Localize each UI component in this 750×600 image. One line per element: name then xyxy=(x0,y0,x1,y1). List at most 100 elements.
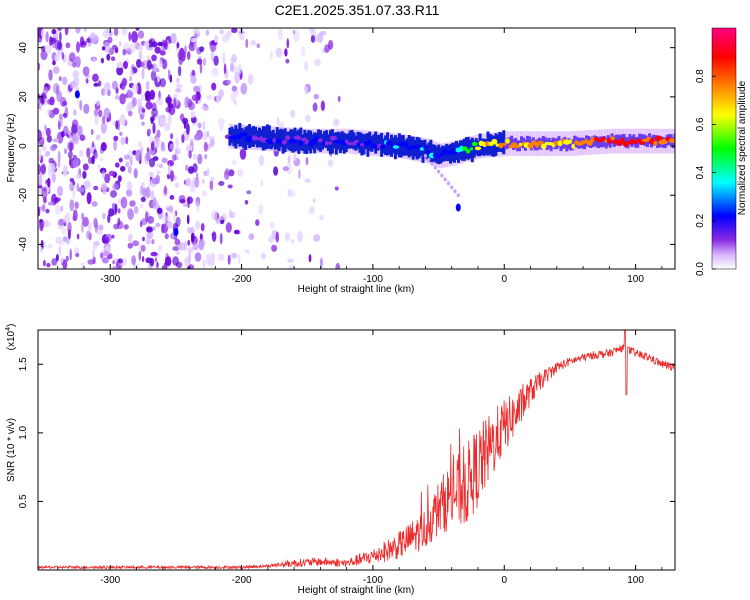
spectrogram-cell xyxy=(384,135,388,155)
snr-x-tick-label: 100 xyxy=(627,575,644,586)
spectrogram-cell xyxy=(273,166,279,176)
spectrogram-cell xyxy=(92,249,95,257)
spectrogram-cell xyxy=(462,146,468,151)
spectrogram-cell xyxy=(172,154,177,162)
spectrogram-cell xyxy=(38,176,43,187)
spectrogram-cell xyxy=(457,143,460,163)
spectrogram-cell xyxy=(135,28,140,31)
spectrogram-cell xyxy=(142,236,145,242)
spectrogram-cell xyxy=(244,200,249,205)
spectrogram-cell xyxy=(129,156,133,167)
spectrogram-cell xyxy=(169,143,175,151)
spectrogram-cell xyxy=(219,29,224,35)
spectrogram-cell xyxy=(154,137,161,147)
spectrogram-cell xyxy=(211,210,218,221)
spectrogram-cell xyxy=(82,163,89,171)
spectrogram-cell xyxy=(62,259,68,269)
spectrogram-cell xyxy=(455,203,461,212)
spectrogram-cell xyxy=(267,125,271,149)
spectrogram-cell xyxy=(240,83,248,95)
spectrogram-cell xyxy=(324,44,330,53)
spectrogram-cell xyxy=(482,138,486,156)
spectrogram-cell xyxy=(67,150,73,159)
spectrogram-cell xyxy=(40,247,43,253)
spectrogram-cell xyxy=(164,233,169,240)
spectrogram-cell xyxy=(92,73,99,83)
spectrogram-cell xyxy=(248,233,255,241)
spectrogram-cell xyxy=(118,157,123,163)
spectrogram-cell xyxy=(102,115,106,124)
spectrogram-y-tick-label: 0 xyxy=(18,143,29,149)
spectrogram-cell xyxy=(129,76,132,82)
spectrogram-cell xyxy=(187,196,190,209)
spectrogram-cell xyxy=(152,122,156,134)
spectrogram-cell xyxy=(169,205,173,214)
spectrogram-cell xyxy=(52,60,56,66)
spectrogram-cell xyxy=(117,217,121,226)
spectrogram-cell xyxy=(225,79,232,85)
spectrogram-cell xyxy=(160,146,166,152)
spectrogram-cell xyxy=(100,121,107,134)
spectrogram-cell xyxy=(388,139,391,155)
spectrogram-cell xyxy=(596,137,600,149)
spectrogram-cell xyxy=(186,123,190,135)
spectrogram-cell xyxy=(158,213,163,220)
spectrogram-cell xyxy=(247,74,254,85)
spectrogram-cell xyxy=(194,133,201,141)
spectrogram-cell xyxy=(159,78,166,88)
spectrogram-cell xyxy=(672,139,675,144)
spectrogram-cell xyxy=(335,262,341,269)
spectrogram-cell xyxy=(120,196,128,209)
spectrogram-cell xyxy=(143,41,150,48)
spectrogram-cell xyxy=(246,190,252,195)
spectrogram-cell xyxy=(646,136,650,148)
spectrogram-cell xyxy=(182,117,189,125)
spectrogram-cell xyxy=(298,140,303,146)
spectrogram-cell xyxy=(71,119,79,130)
spectrogram-cell xyxy=(405,138,409,156)
spectrogram-cell xyxy=(312,198,316,204)
spectrogram-cell xyxy=(123,154,131,160)
snr-x-label: Height of straight line (km) xyxy=(298,585,415,596)
spectrogram-cell xyxy=(72,189,76,199)
spectrogram-cell xyxy=(189,180,196,193)
spectrogram-cell xyxy=(61,76,68,86)
spectrogram-cell xyxy=(586,140,593,146)
spectrogram-cell xyxy=(51,28,57,35)
spectrogram-cell xyxy=(55,253,59,262)
spectrogram-cell xyxy=(152,198,158,210)
spectrogram-cell xyxy=(114,94,120,100)
spectrogram-cell xyxy=(98,109,103,118)
spectrogram-cell xyxy=(129,200,136,207)
spectrogram-cell xyxy=(67,221,72,234)
spectrogram-cell xyxy=(42,86,49,95)
spectrogram-cell xyxy=(83,180,91,189)
spectrogram-cell xyxy=(656,137,659,148)
spectrogram-cell xyxy=(293,135,301,140)
spectrogram-cell xyxy=(308,208,315,215)
spectrogram-cell xyxy=(146,226,153,233)
spectrogram-cell xyxy=(62,100,68,107)
spectrogram-cell xyxy=(137,30,145,39)
spectrogram-cell xyxy=(407,135,411,158)
spectrogram-cell xyxy=(110,56,116,61)
spectrogram-cell xyxy=(177,147,181,155)
spectrogram-cell xyxy=(261,252,266,260)
spectrogram-cell xyxy=(565,140,569,152)
spectrogram-cell xyxy=(101,170,106,179)
spectrogram-cell xyxy=(100,57,105,64)
spectrogram-cell xyxy=(223,63,227,75)
spectrogram-cell xyxy=(301,134,305,151)
spectrogram-cell xyxy=(119,113,126,126)
spectrogram-cell xyxy=(275,127,279,150)
spectrogram-cell xyxy=(64,28,69,36)
spectrogram-cell xyxy=(536,140,544,145)
spectrogram-cell xyxy=(208,253,214,265)
spectrogram-cell xyxy=(231,53,237,63)
spectrogram-cell xyxy=(54,197,61,202)
spectrogram-cell xyxy=(600,136,604,148)
spectrogram-cell xyxy=(99,156,104,163)
spectrogram-cell xyxy=(58,245,62,256)
spectrogram-cell xyxy=(85,78,89,84)
spectrogram-cell xyxy=(206,168,210,177)
